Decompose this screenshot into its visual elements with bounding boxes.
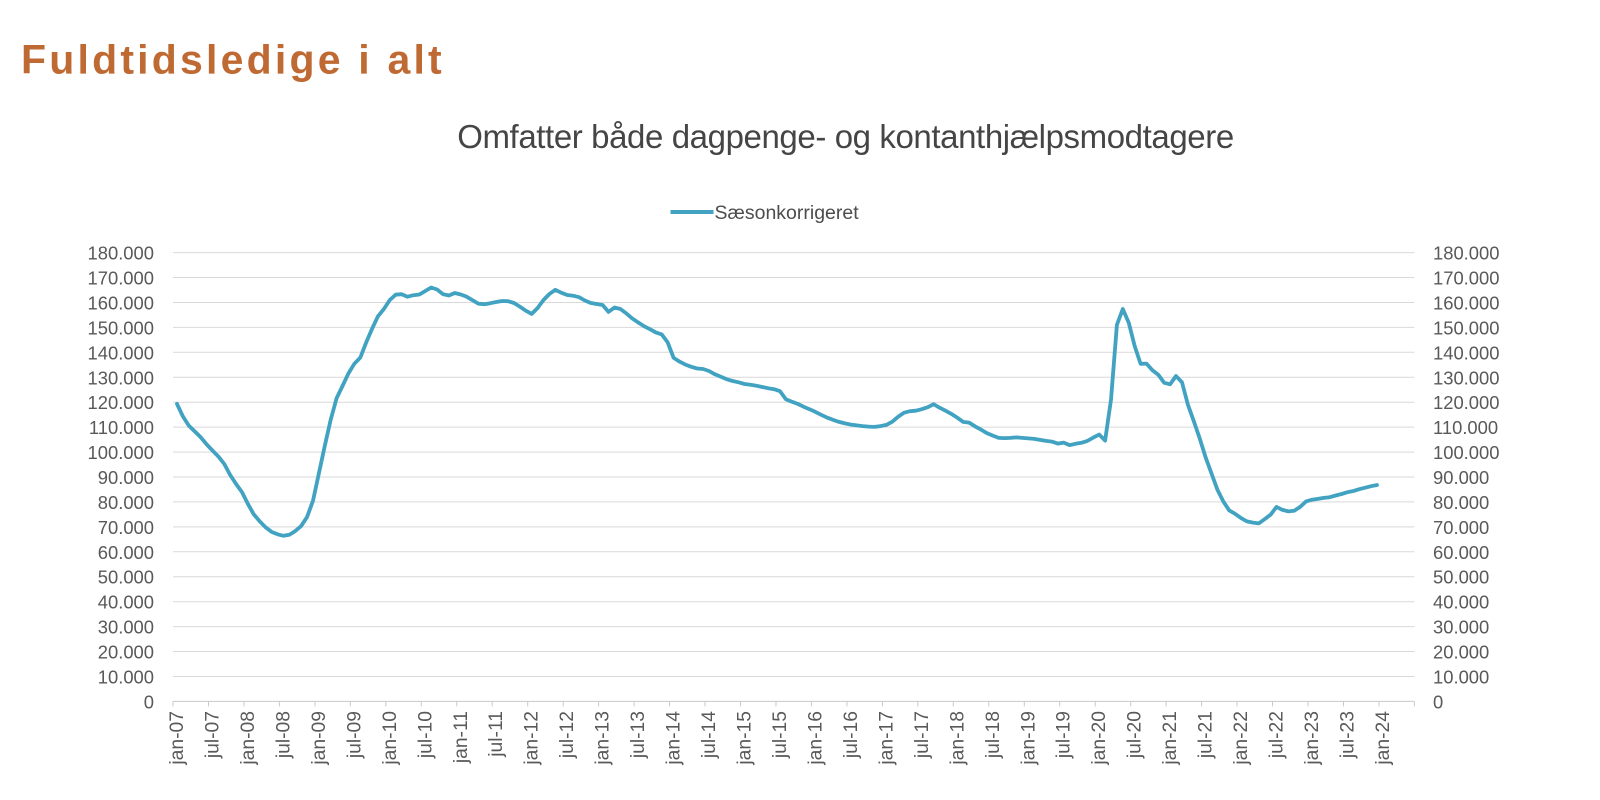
svg-text:jan-20: jan-20 [1089,711,1110,766]
svg-text:100.000: 100.000 [1433,442,1499,463]
svg-text:180.000: 180.000 [1433,243,1499,264]
svg-text:0: 0 [1433,691,1443,712]
svg-text:70.000: 70.000 [98,517,154,538]
svg-text:jan-24: jan-24 [1373,711,1394,766]
svg-text:160.000: 160.000 [88,293,154,314]
svg-text:jan-22: jan-22 [1231,711,1252,766]
svg-text:jul-18: jul-18 [983,711,1004,759]
svg-text:140.000: 140.000 [88,342,154,363]
svg-text:110.000: 110.000 [1433,417,1498,438]
svg-text:jan-14: jan-14 [664,711,685,766]
svg-text:jul-15: jul-15 [770,711,791,759]
svg-text:90.000: 90.000 [1433,467,1489,488]
svg-text:10.000: 10.000 [1433,667,1489,688]
svg-text:70.000: 70.000 [1433,517,1489,538]
svg-text:180.000: 180.000 [88,243,154,264]
svg-text:60.000: 60.000 [98,542,154,563]
svg-text:Omfatter både dagpenge- og kon: Omfatter både dagpenge- og kontanthjælps… [457,118,1234,155]
svg-text:80.000: 80.000 [1433,492,1489,513]
svg-text:jul-11: jul-11 [486,711,507,758]
svg-text:jan-17: jan-17 [876,711,897,766]
svg-text:jul-09: jul-09 [344,711,365,759]
svg-text:0: 0 [144,691,154,712]
svg-text:jan-10: jan-10 [380,711,401,766]
svg-text:110.000: 110.000 [89,417,154,438]
svg-text:30.000: 30.000 [1433,617,1489,638]
svg-text:jan-18: jan-18 [947,711,968,766]
svg-text:jan-08: jan-08 [238,711,259,766]
svg-text:jan-07: jan-07 [167,711,188,766]
svg-text:jul-08: jul-08 [273,711,294,759]
svg-text:60.000: 60.000 [1433,542,1489,563]
svg-text:jul-22: jul-22 [1267,711,1288,759]
svg-text:jan-15: jan-15 [735,711,756,766]
svg-text:jan-19: jan-19 [1018,711,1039,766]
svg-text:170.000: 170.000 [88,268,154,289]
svg-text:100.000: 100.000 [88,442,154,463]
svg-text:jul-17: jul-17 [912,711,933,759]
svg-text:Fuldtidsledige i alt: Fuldtidsledige i alt [21,37,445,83]
svg-text:50.000: 50.000 [98,567,154,588]
svg-text:jul-23: jul-23 [1338,711,1359,759]
svg-text:90.000: 90.000 [98,467,154,488]
svg-text:jul-14: jul-14 [699,711,720,759]
svg-text:jul-20: jul-20 [1125,711,1146,759]
svg-text:Sæsonkorrigeret: Sæsonkorrigeret [715,202,860,224]
svg-text:20.000: 20.000 [1433,642,1489,663]
svg-text:120.000: 120.000 [1433,392,1499,413]
svg-text:50.000: 50.000 [1433,567,1489,588]
svg-text:140.000: 140.000 [1433,342,1499,363]
svg-text:jul-19: jul-19 [1054,711,1075,759]
svg-text:jan-21: jan-21 [1160,711,1181,766]
svg-text:jan-12: jan-12 [522,711,543,766]
svg-text:jul-12: jul-12 [557,711,578,759]
svg-text:150.000: 150.000 [1433,317,1499,338]
svg-text:jan-13: jan-13 [593,711,614,766]
svg-text:170.000: 170.000 [1433,268,1499,289]
svg-text:jan-16: jan-16 [805,711,826,766]
svg-text:jan-09: jan-09 [309,711,330,766]
svg-text:130.000: 130.000 [1433,367,1499,388]
svg-text:30.000: 30.000 [98,617,154,638]
svg-text:10.000: 10.000 [98,667,154,688]
svg-text:jul-10: jul-10 [415,711,436,759]
svg-text:jul-16: jul-16 [841,711,862,759]
svg-text:jan-11: jan-11 [451,711,472,764]
svg-text:120.000: 120.000 [88,392,154,413]
svg-text:40.000: 40.000 [98,592,154,613]
svg-text:80.000: 80.000 [98,492,154,513]
svg-text:jul-07: jul-07 [203,711,224,759]
svg-text:160.000: 160.000 [1433,293,1499,314]
svg-text:jul-13: jul-13 [628,711,649,759]
svg-text:jan-23: jan-23 [1302,711,1323,766]
svg-text:20.000: 20.000 [98,642,154,663]
svg-text:130.000: 130.000 [88,367,154,388]
svg-text:40.000: 40.000 [1433,592,1489,613]
svg-text:150.000: 150.000 [88,317,154,338]
svg-text:jul-21: jul-21 [1196,711,1217,759]
